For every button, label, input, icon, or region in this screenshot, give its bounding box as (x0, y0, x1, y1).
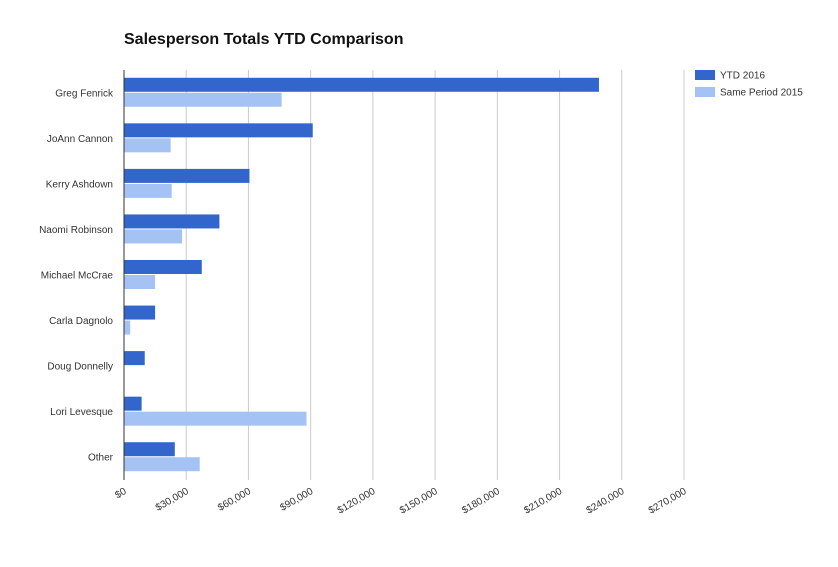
bar-ytd-2016-kerry-ashdown[interactable] (124, 168, 250, 183)
category-label-greg-fenrick: Greg Fenrick (55, 88, 114, 99)
x-tick-labels: $0 $30,000 $60,000 $90,000 $120,000 $150,000 $… (113, 486, 689, 517)
category-label-other: Other (88, 453, 114, 464)
legend-swatch-same-period-2015[interactable] (695, 87, 715, 97)
legend: YTD 2016 Same Period 2015 (695, 70, 803, 99)
x-tick-120-000: $120,000 (336, 486, 378, 517)
x-tick-0: $0 (113, 486, 129, 501)
x-tick-60-000: $60,000 (216, 486, 253, 514)
bar-same-period-2015-kerry-ashdown[interactable] (124, 183, 172, 198)
bar-ytd-2016-doug-donnelly[interactable] (124, 351, 145, 366)
bar-same-period-2015-carla-dagnolo[interactable] (124, 320, 131, 335)
category-label-lori-levesque: Lori Levesque (50, 407, 113, 418)
bar-same-period-2015-joann-cannon[interactable] (124, 138, 171, 153)
x-tick-150-000: $150,000 (398, 486, 440, 517)
gridlines (185, 70, 685, 480)
category-label-kerry-ashdown: Kerry Ashdown (46, 179, 113, 190)
category-label-naomi-robinson: Naomi Robinson (39, 225, 113, 236)
category-label-michael-mccrae: Michael McCrae (41, 271, 114, 282)
x-tick-30-000: $30,000 (154, 486, 191, 514)
legend-label-ytd-2016[interactable]: YTD 2016 (720, 71, 765, 82)
legend-label-same-period-2015[interactable]: Same Period 2015 (720, 88, 803, 99)
category-label-doug-donnelly: Doug Donnelly (47, 362, 113, 373)
category-label-carla-dagnolo: Carla Dagnolo (49, 316, 113, 327)
category-label-joann-cannon: JoAnn Cannon (47, 134, 113, 145)
bars (124, 77, 599, 472)
bar-same-period-2015-lori-levesque[interactable] (124, 411, 307, 426)
x-tick-270-000: $270,000 (647, 486, 689, 517)
x-tick-90-000: $90,000 (278, 486, 315, 514)
bar-ytd-2016-naomi-robinson[interactable] (124, 214, 220, 229)
bar-ytd-2016-greg-fenrick[interactable] (124, 77, 599, 92)
bar-ytd-2016-carla-dagnolo[interactable] (124, 305, 156, 320)
bar-same-period-2015-greg-fenrick[interactable] (124, 92, 282, 107)
bar-same-period-2015-naomi-robinson[interactable] (124, 229, 183, 244)
bar-ytd-2016-lori-levesque[interactable] (124, 396, 142, 411)
bar-same-period-2015-michael-mccrae[interactable] (124, 275, 156, 289)
bar-same-period-2015-other[interactable] (124, 457, 200, 472)
bar-ytd-2016-other[interactable] (124, 442, 175, 457)
x-tick-210-000: $210,000 (522, 486, 564, 517)
x-tick-240-000: $240,000 (585, 486, 627, 517)
category-labels: Greg Fenrick JoAnn Cannon Kerry Ashdown Nao… (39, 88, 114, 463)
chart-title: Salesperson Totals YTD Comparison (124, 31, 403, 48)
legend-swatch-ytd-2016[interactable] (695, 70, 715, 80)
bar-ytd-2016-michael-mccrae[interactable] (124, 260, 202, 274)
x-tick-180-000: $180,000 (460, 486, 502, 517)
bar-ytd-2016-joann-cannon[interactable] (124, 123, 313, 138)
